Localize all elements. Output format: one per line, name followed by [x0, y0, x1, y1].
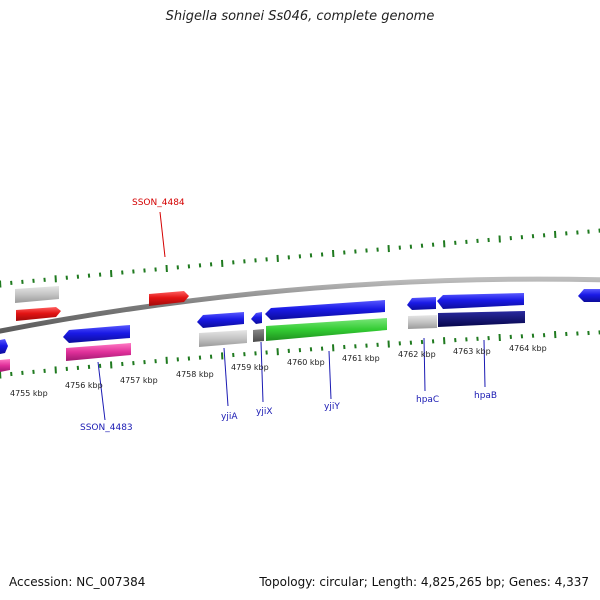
- gene-feature[interactable]: [199, 330, 247, 347]
- gene-feature[interactable]: [149, 291, 189, 306]
- gene-feature[interactable]: [253, 329, 264, 342]
- gene-feature[interactable]: [578, 289, 600, 302]
- gene-feature[interactable]: [266, 318, 387, 341]
- gene-feature[interactable]: [437, 293, 524, 309]
- gene-feature[interactable]: [15, 286, 59, 303]
- topology-summary: Topology: circular; Length: 4,825,265 bp…: [259, 575, 589, 589]
- outer-tick-row: [0, 228, 600, 288]
- tick-label: 4758 kbp: [176, 370, 214, 379]
- tick-label: 4759 kbp: [231, 363, 269, 372]
- tick-label: 4760 kbp: [287, 358, 325, 367]
- gene-label-hpab[interactable]: hpaB: [474, 391, 497, 401]
- gene-label-sson-4484[interactable]: SSON_4484: [132, 198, 185, 208]
- gene-label-hpac[interactable]: hpaC: [416, 395, 439, 405]
- genome-backbone: [0, 276, 600, 334]
- label-leaders: [97, 211, 486, 421]
- accession-text: Accession: NC_007384: [9, 575, 146, 589]
- inner-tick-row: [0, 330, 600, 379]
- gene-feature[interactable]: [251, 312, 262, 324]
- gene-feature[interactable]: [197, 312, 244, 328]
- tick-label: 4761 kbp: [342, 354, 380, 363]
- gene-label-yjia[interactable]: yjiA: [221, 412, 238, 422]
- gene-labels: SSON_4484 SSON_4483 yjiA yjiX yjiY hpaC …: [80, 198, 497, 433]
- gene-label-yjiy[interactable]: yjiY: [324, 402, 340, 412]
- gene-feature[interactable]: [438, 311, 525, 327]
- gene-label-sson-4483[interactable]: SSON_4483: [80, 423, 133, 433]
- reverse-strand-features: [0, 311, 525, 372]
- gene-feature[interactable]: [63, 325, 130, 343]
- tick-label: 4764 kbp: [509, 344, 547, 353]
- tick-label: 4756 kbp: [65, 381, 103, 390]
- tick-labels: 4755 kbp 4756 kbp 4757 kbp 4758 kbp 4759…: [10, 344, 547, 398]
- gene-feature[interactable]: [0, 339, 8, 354]
- gene-label-yjix[interactable]: yjiX: [256, 407, 273, 417]
- gene-feature[interactable]: [408, 315, 437, 329]
- gene-feature[interactable]: [407, 297, 436, 310]
- tick-label: 4757 kbp: [120, 376, 158, 385]
- gene-feature[interactable]: [16, 307, 61, 321]
- tick-label: 4763 kbp: [453, 347, 491, 356]
- gene-feature[interactable]: [265, 300, 385, 320]
- gene-feature[interactable]: [0, 359, 10, 372]
- map-title: Shigella sonnei Ss046, complete genome: [165, 9, 435, 24]
- tick-label: 4762 kbp: [398, 350, 436, 359]
- tick-label: 4755 kbp: [10, 389, 48, 398]
- forward-strand-features: [15, 286, 600, 324]
- gene-feature[interactable]: [66, 343, 131, 361]
